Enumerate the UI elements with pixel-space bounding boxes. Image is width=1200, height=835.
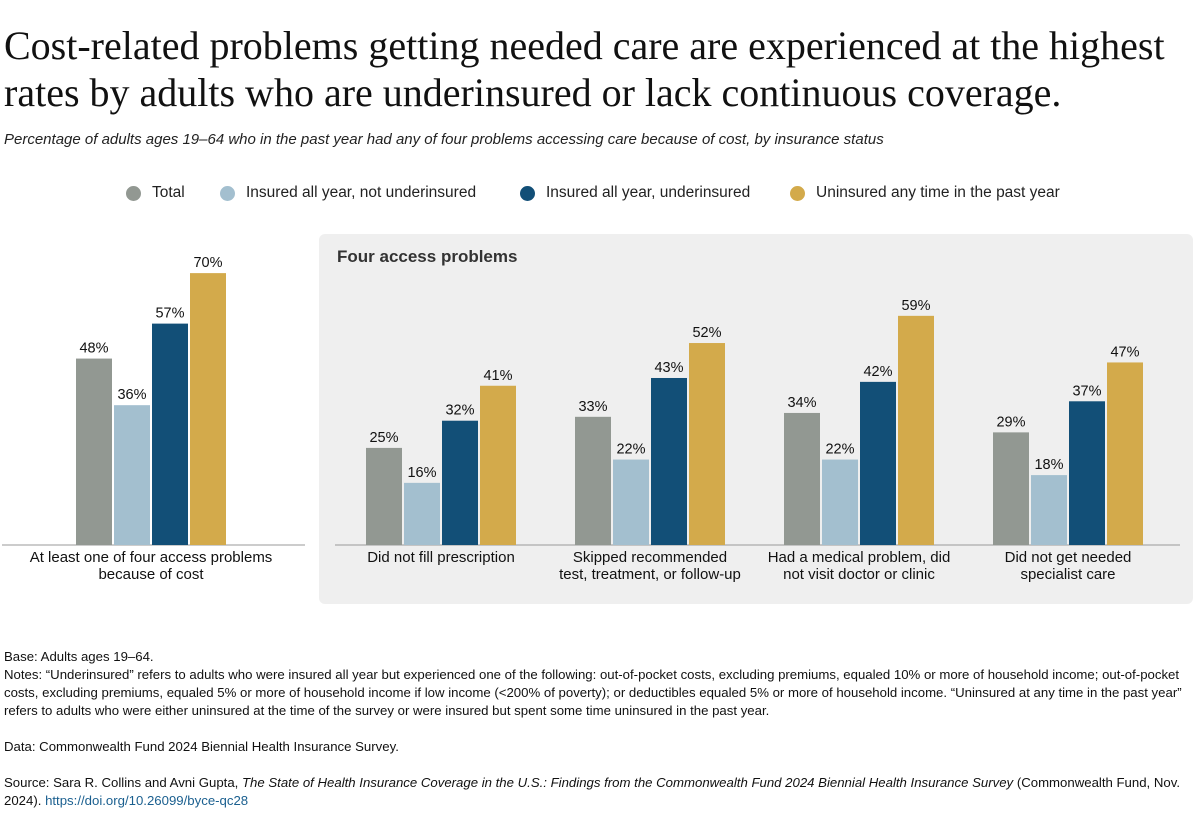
value-label-4-1: 18% — [1034, 457, 1063, 473]
value-label-1-3: 41% — [483, 368, 512, 384]
bar-1-1 — [404, 482, 440, 545]
legend-swatch-icon — [520, 185, 535, 201]
bar-3-3 — [898, 315, 934, 545]
bar-2-3 — [689, 343, 725, 545]
bar-4-0 — [993, 432, 1029, 545]
category-label-2-0: Skipped recommended — [573, 549, 727, 566]
bar-4-3 — [1107, 362, 1143, 545]
legend-label: Total — [152, 184, 185, 201]
source-note: Source: Sara R. Collins and Avni Gupta, … — [4, 774, 1194, 810]
bar-4-2 — [1069, 401, 1105, 545]
value-label-3-0: 34% — [787, 395, 816, 411]
bar-2-2 — [651, 377, 687, 545]
value-label-3-2: 42% — [863, 364, 892, 380]
category-labels: At least one of four access problemsbeca… — [30, 549, 1132, 583]
definitions-note: Notes: “Underinsured” refers to adults w… — [4, 667, 1182, 718]
legend: Total Insured all year, not underinsured… — [0, 184, 1200, 204]
category-label-3-0: Had a medical problem, did — [768, 549, 951, 566]
legend-label: Uninsured any time in the past year — [816, 184, 1060, 201]
panel-title: Four access problems — [337, 247, 518, 266]
value-label-4-2: 37% — [1072, 383, 1101, 399]
source-suffix: (Commonwealth Fund, Nov. 2024). — [4, 775, 1181, 808]
value-label-0-1: 36% — [117, 387, 146, 403]
legend-item-uninsured: Uninsured any time in the past year — [790, 184, 1060, 202]
bar-4-1 — [1031, 475, 1067, 545]
bar-0-0 — [76, 358, 112, 545]
legend-label: Insured all year, not underinsured — [246, 184, 477, 201]
category-label-1-0: Did not fill prescription — [367, 549, 515, 566]
bar-2-0 — [575, 416, 611, 545]
value-label-3-1: 22% — [825, 442, 854, 458]
category-label-0-1: because of cost — [98, 566, 204, 583]
value-label-3-3: 59% — [901, 298, 930, 314]
value-label-2-0: 33% — [578, 399, 607, 415]
category-label-0-0: At least one of four access problems — [30, 549, 273, 566]
bar-0-1 — [114, 405, 150, 545]
legend-swatch-icon — [790, 185, 805, 201]
value-labels: 48% 36% 57% 70% 25% 16% 32% 41% 33% 22% 43% 52% 34% 2… — [79, 255, 1139, 481]
source-link[interactable]: https://doi.org/10.26099/byce-qc28 — [45, 793, 249, 808]
base-note: Base: Adults ages 19–64. — [4, 649, 154, 664]
bars — [76, 273, 1143, 545]
value-label-2-2: 43% — [654, 360, 683, 376]
value-label-0-0: 48% — [79, 341, 108, 357]
bar-0-2 — [152, 323, 188, 545]
data-note: Data: Commonwealth Fund 2024 Biennial He… — [4, 739, 399, 754]
source-title: The State of Health Insurance Coverage i… — [242, 775, 1014, 790]
bar-1-2 — [442, 420, 478, 545]
bar-3-0 — [784, 412, 820, 545]
category-label-4-1: specialist care — [1020, 566, 1115, 583]
bar-1-3 — [480, 385, 516, 545]
legend-item-total: Total — [126, 184, 185, 202]
legend-item-insured-not-underinsured: Insured all year, not underinsured — [220, 184, 476, 202]
bar-3-1 — [822, 459, 858, 545]
category-label-4-0: Did not get needed — [1005, 549, 1132, 566]
legend-swatch-icon — [126, 185, 141, 201]
category-label-3-1: not visit doctor or clinic — [783, 566, 935, 583]
bar-3-2 — [860, 381, 896, 545]
value-label-4-3: 47% — [1110, 344, 1139, 360]
chart-title: Cost-related problems getting needed car… — [4, 23, 1165, 115]
value-label-0-3: 70% — [193, 255, 222, 271]
bar-chart: 48% 36% 57% 70% 25% 16% 32% 41% 33% 22% 43% 52% 34% 2… — [2, 255, 1180, 583]
value-label-2-1: 22% — [616, 442, 645, 458]
value-label-4-0: 29% — [996, 414, 1025, 430]
bar-2-1 — [613, 459, 649, 545]
value-label-1-1: 16% — [407, 465, 436, 481]
bar-0-3 — [190, 273, 226, 545]
legend-swatch-icon — [220, 185, 235, 201]
legend-label: Insured all year, underinsured — [546, 184, 751, 201]
chart-subtitle: Percentage of adults ages 19–64 who in t… — [4, 131, 884, 148]
value-label-1-0: 25% — [369, 430, 398, 446]
footnotes: Base: Adults ages 19–64. Notes: “Underin… — [4, 648, 1194, 810]
bar-1-0 — [366, 447, 402, 545]
legend-item-insured-underinsured: Insured all year, underinsured — [520, 184, 750, 202]
value-label-2-3: 52% — [692, 325, 721, 341]
value-label-0-2: 57% — [155, 306, 184, 322]
value-label-1-2: 32% — [445, 403, 474, 419]
category-label-2-1: test, treatment, or follow-up — [559, 566, 741, 583]
source-prefix: Source: Sara R. Collins and Avni Gupta, — [4, 775, 242, 790]
